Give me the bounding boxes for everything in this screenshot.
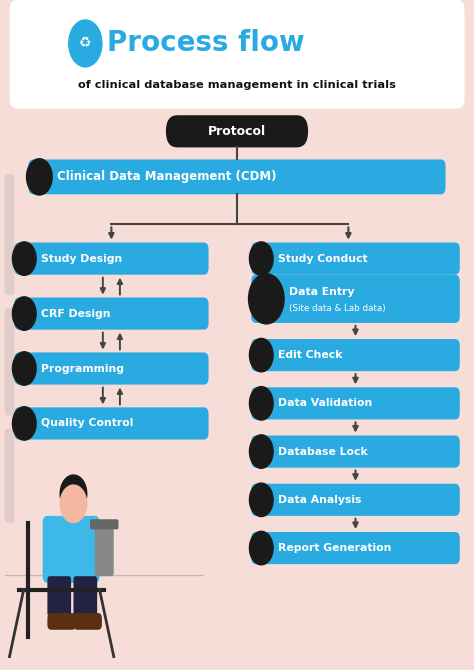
Text: Data Validation: Data Validation [278, 399, 372, 408]
Text: ♻: ♻ [79, 36, 91, 50]
FancyBboxPatch shape [28, 159, 446, 194]
Text: Programming: Programming [41, 364, 124, 373]
Circle shape [248, 274, 284, 324]
FancyBboxPatch shape [73, 613, 102, 630]
FancyBboxPatch shape [5, 429, 14, 523]
Text: Edit Check: Edit Check [278, 350, 342, 360]
FancyBboxPatch shape [14, 243, 209, 275]
FancyBboxPatch shape [251, 387, 460, 419]
FancyBboxPatch shape [95, 523, 114, 576]
FancyBboxPatch shape [5, 174, 14, 295]
FancyBboxPatch shape [14, 352, 209, 385]
Text: Study Design: Study Design [41, 254, 122, 263]
FancyBboxPatch shape [47, 576, 71, 616]
FancyBboxPatch shape [43, 516, 100, 583]
FancyBboxPatch shape [251, 339, 460, 371]
Text: Data Analysis: Data Analysis [278, 495, 361, 505]
FancyBboxPatch shape [166, 115, 308, 147]
FancyBboxPatch shape [90, 519, 118, 529]
Circle shape [12, 352, 36, 385]
Text: Data Entry: Data Entry [289, 287, 354, 297]
Text: of clinical database management in clinical trials: of clinical database management in clini… [78, 80, 396, 90]
FancyBboxPatch shape [14, 407, 209, 440]
Text: Study Conduct: Study Conduct [278, 254, 367, 263]
FancyBboxPatch shape [251, 484, 460, 516]
Text: Clinical Data Management (CDM): Clinical Data Management (CDM) [57, 170, 276, 184]
Circle shape [249, 387, 273, 420]
FancyBboxPatch shape [9, 0, 465, 109]
Circle shape [12, 407, 36, 440]
FancyBboxPatch shape [5, 308, 14, 415]
Text: Quality Control: Quality Control [41, 419, 133, 428]
Text: Protocol: Protocol [208, 125, 266, 138]
FancyBboxPatch shape [251, 532, 460, 564]
FancyBboxPatch shape [14, 297, 209, 330]
Circle shape [27, 159, 52, 195]
Circle shape [12, 297, 36, 330]
Circle shape [69, 20, 102, 67]
FancyBboxPatch shape [251, 243, 460, 275]
Text: Database Lock: Database Lock [278, 447, 367, 456]
FancyBboxPatch shape [5, 575, 204, 576]
Circle shape [12, 242, 36, 275]
Text: CRF Design: CRF Design [41, 309, 110, 318]
Circle shape [249, 435, 273, 468]
FancyBboxPatch shape [251, 436, 460, 468]
Text: Process flow: Process flow [107, 29, 304, 58]
Circle shape [249, 338, 273, 372]
Circle shape [60, 475, 87, 513]
FancyBboxPatch shape [47, 613, 76, 630]
Circle shape [249, 531, 273, 565]
FancyBboxPatch shape [73, 576, 97, 616]
FancyBboxPatch shape [251, 275, 460, 323]
Circle shape [249, 483, 273, 517]
Circle shape [60, 485, 87, 523]
Text: (Site data & Lab data): (Site data & Lab data) [289, 304, 385, 313]
Text: Report Generation: Report Generation [278, 543, 391, 553]
Circle shape [249, 242, 273, 275]
